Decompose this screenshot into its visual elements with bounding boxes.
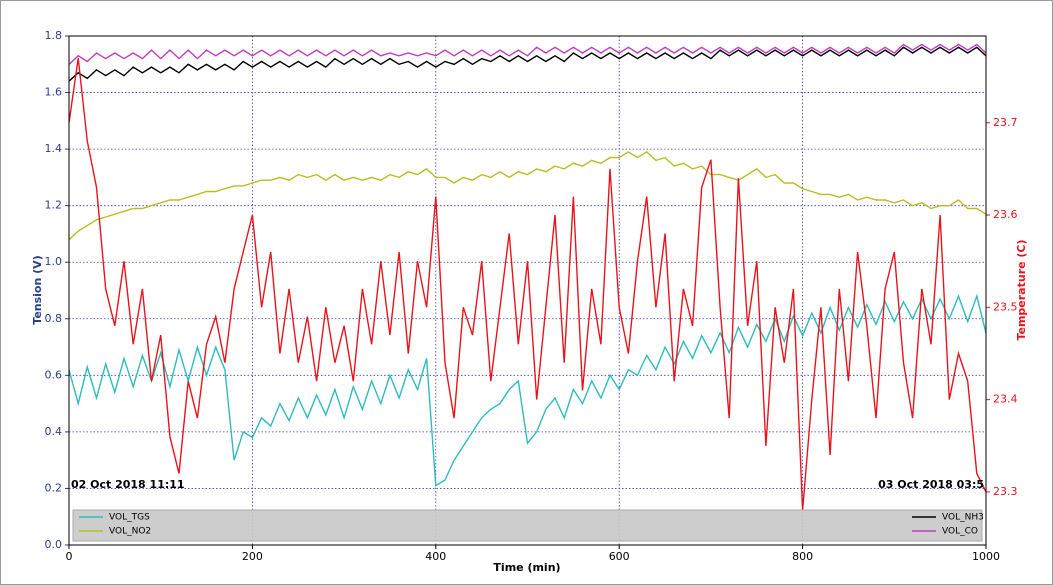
series-line [69,46,986,82]
series-line [69,151,986,241]
annotation: 03 Oct 2018 03:5 [878,478,984,491]
legend-label: VOL_CO [942,527,978,537]
y-axis-label: Tension (V) [31,255,44,324]
legend-label: VOL_NO2 [109,527,151,537]
x-tick-label: 200 [242,550,263,563]
series-line [69,293,986,487]
y2-tick-label: 23.5 [993,300,1018,313]
annotation: 02 Oct 2018 11:11 [71,478,185,491]
plot-frame [68,35,987,546]
y-tick-label: 0.4 [45,425,63,438]
y2-tick-label: 23.3 [993,485,1018,498]
y2-tick-label: 23.7 [993,116,1018,129]
y-tick-label: 0.0 [45,538,63,551]
legend-label: VOL_NH3 [942,513,984,523]
x-tick-label: 1000 [972,550,1000,563]
x-tick-label: 600 [609,550,630,563]
legend-box [72,509,983,542]
x-tick-label: 0 [66,550,73,563]
y-tick-label: 0.2 [45,481,63,494]
x-tick-label: 400 [425,550,446,563]
y-tick-label: 1.2 [45,199,63,212]
y-tick-label: 0.6 [45,368,63,381]
legend-label: VOL_TGS [109,513,150,523]
y2-tick-label: 23.6 [993,208,1018,221]
y-tick-label: 0.8 [45,312,63,325]
y-tick-label: 1.6 [45,86,63,99]
y2-axis-label: Temperature (C) [1015,239,1028,340]
temperature-line [69,58,986,511]
y-tick-label: 1.0 [45,255,63,268]
series-line [69,43,986,65]
x-axis-label: Time (min) [493,561,560,574]
y-tick-label: 1.8 [45,29,63,42]
x-tick-label: 800 [792,550,813,563]
y-tick-label: 1.4 [45,142,63,155]
y2-tick-label: 23.4 [993,393,1018,406]
